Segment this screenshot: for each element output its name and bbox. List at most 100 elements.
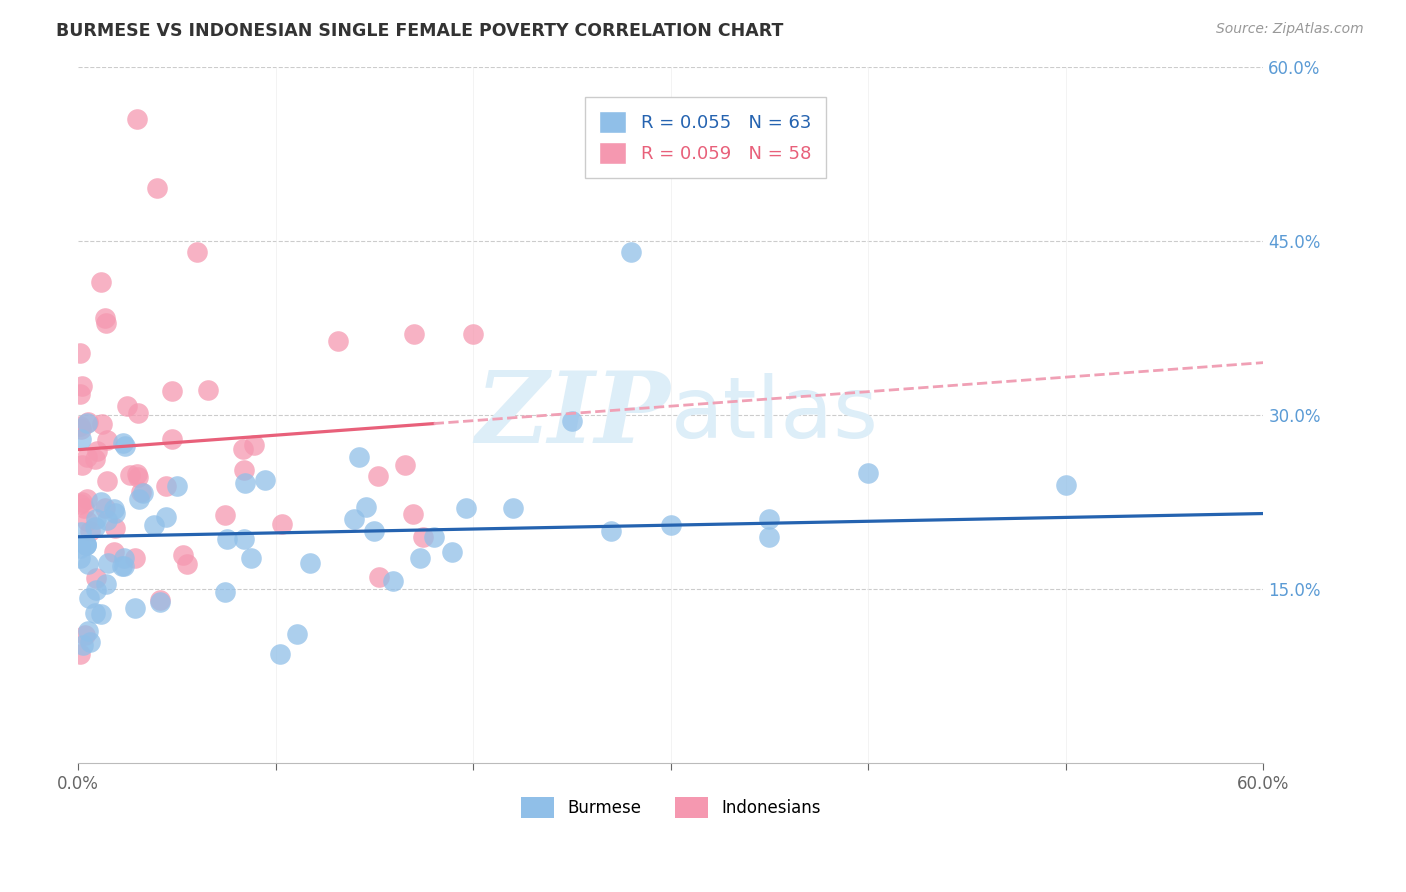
Point: [70, 432, 93, 446]
Point: [97, 556, 120, 570]
Point: [76, 450, 98, 464]
Point: [86, 444, 108, 458]
Point: [299, 556, 322, 570]
Point: [76, 415, 98, 429]
Point: [69, 550, 91, 565]
Point: [112, 435, 135, 450]
Point: [758, 512, 780, 526]
Point: [600, 524, 623, 538]
Point: [69, 647, 91, 661]
Point: [125, 467, 148, 481]
Point: [127, 469, 149, 483]
Point: [454, 501, 477, 516]
Point: [402, 507, 425, 521]
Point: [69, 419, 91, 434]
Point: [172, 548, 194, 562]
Point: [186, 245, 208, 260]
Point: [758, 530, 780, 544]
Point: [84, 571, 107, 585]
Point: [79, 524, 101, 538]
Point: [502, 500, 524, 515]
Point: [233, 476, 256, 491]
Point: [620, 245, 643, 260]
Point: [90, 495, 112, 509]
Point: [269, 647, 291, 661]
Point: [155, 509, 177, 524]
Point: [354, 500, 377, 514]
Point: [402, 326, 425, 341]
Point: [84, 512, 107, 526]
Point: [1054, 477, 1077, 491]
Point: [124, 551, 146, 566]
Point: [659, 518, 682, 533]
Legend: Burmese, Indonesians: Burmese, Indonesians: [515, 791, 828, 824]
Point: [90, 607, 112, 621]
Point: [76, 537, 98, 551]
Point: [96, 474, 118, 488]
Point: [155, 479, 177, 493]
Point: [463, 326, 485, 341]
Point: [72, 500, 94, 515]
Point: [69, 387, 91, 401]
Point: [124, 601, 146, 615]
Point: [111, 558, 134, 573]
Point: [76, 417, 98, 431]
Point: [342, 512, 364, 526]
Point: [127, 406, 149, 420]
Point: [70, 524, 93, 539]
Point: [382, 574, 405, 588]
Point: [77, 591, 100, 605]
Point: [70, 458, 93, 472]
Point: [91, 417, 114, 432]
Point: [214, 508, 236, 522]
Point: [76, 537, 98, 551]
Point: [76, 514, 98, 528]
Point: [214, 585, 236, 599]
Point: [73, 628, 96, 642]
Point: [77, 624, 100, 638]
Point: [112, 551, 135, 566]
Point: [367, 468, 389, 483]
Point: [69, 541, 91, 555]
Point: [232, 442, 254, 456]
Point: [70, 379, 93, 393]
Point: [115, 399, 138, 413]
Text: BURMESE VS INDONESIAN SINGLE FEMALE POVERTY CORRELATION CHART: BURMESE VS INDONESIAN SINGLE FEMALE POVE…: [56, 22, 783, 40]
Point: [94, 316, 117, 330]
Point: [143, 517, 166, 532]
Point: [561, 414, 583, 428]
Text: ZIP: ZIP: [475, 367, 671, 463]
Point: [129, 484, 152, 499]
Point: [176, 558, 198, 572]
Point: [84, 452, 107, 467]
Point: [93, 501, 115, 516]
Point: [132, 486, 155, 500]
Point: [114, 439, 136, 453]
Point: [349, 450, 371, 465]
Point: [233, 463, 256, 477]
Point: [215, 532, 238, 546]
Point: [90, 275, 112, 289]
Point: [94, 576, 117, 591]
Point: [69, 346, 91, 360]
Point: [84, 606, 107, 620]
Point: [128, 492, 150, 507]
Point: [271, 517, 294, 532]
Point: [368, 570, 391, 584]
Point: [160, 384, 183, 399]
Point: [149, 595, 172, 609]
Point: [233, 532, 256, 546]
Point: [96, 433, 118, 447]
Point: [120, 467, 142, 482]
Point: [858, 466, 880, 480]
Point: [287, 627, 309, 641]
Text: atlas: atlas: [671, 374, 879, 457]
Point: [103, 545, 125, 559]
Point: [104, 521, 127, 535]
Point: [112, 558, 135, 573]
Point: [93, 310, 115, 325]
Point: [422, 530, 444, 544]
Point: [127, 112, 149, 126]
Point: [70, 495, 93, 509]
Point: [243, 438, 266, 452]
